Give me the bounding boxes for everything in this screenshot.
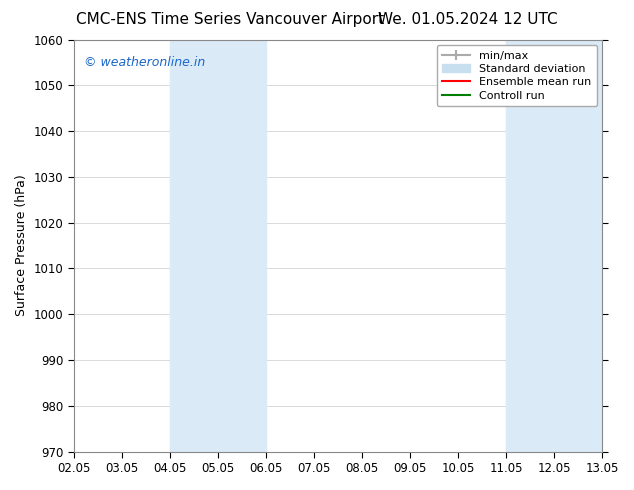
Legend: min/max, Standard deviation, Ensemble mean run, Controll run: min/max, Standard deviation, Ensemble me… xyxy=(437,45,597,106)
Text: © weatheronline.in: © weatheronline.in xyxy=(84,56,205,69)
Bar xyxy=(170,40,266,452)
Bar xyxy=(506,40,602,452)
Text: CMC-ENS Time Series Vancouver Airport: CMC-ENS Time Series Vancouver Airport xyxy=(76,12,384,27)
Text: We. 01.05.2024 12 UTC: We. 01.05.2024 12 UTC xyxy=(378,12,558,27)
Y-axis label: Surface Pressure (hPa): Surface Pressure (hPa) xyxy=(15,175,28,317)
